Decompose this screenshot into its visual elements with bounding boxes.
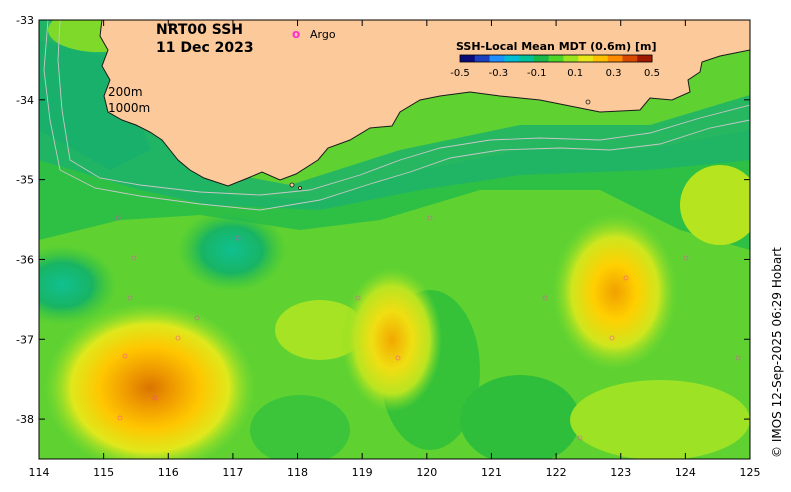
argo-float-marker[interactable] (577, 435, 583, 441)
y-tick-label: -34 (16, 94, 34, 107)
argo-float-marker[interactable] (122, 353, 128, 359)
contour-label-200m: 200m (108, 85, 143, 99)
bathymetry-contours (43, 20, 750, 211)
argo-float-marker[interactable] (542, 295, 548, 301)
y-tick-label: -36 (16, 253, 34, 266)
colorbar-tick-label: -0.3 (489, 68, 509, 79)
argo-float-marker[interactable] (194, 315, 200, 321)
colorbar (460, 55, 653, 62)
argo-float-marker[interactable] (735, 355, 741, 361)
colorbar-tick-label: -0.5 (450, 68, 470, 79)
argo-float-marker[interactable] (623, 275, 629, 281)
contour-200m (57, 20, 750, 196)
colorbar-swatch (563, 55, 579, 62)
argo-float-marker[interactable] (427, 215, 433, 221)
colorbar-swatch (607, 55, 623, 62)
colorbar-swatch (637, 55, 653, 62)
argo-float-marker[interactable] (355, 295, 361, 301)
colorbar-swatch (533, 55, 550, 62)
argo-float-marker[interactable] (115, 215, 121, 221)
colorbar-swatch (460, 55, 476, 62)
x-tick-label: 115 (93, 466, 114, 479)
x-tick-label: 123 (610, 466, 631, 479)
x-tick-label: 118 (287, 466, 308, 479)
argo-float-marker[interactable] (175, 335, 181, 341)
contour-1000m (43, 20, 750, 211)
colorbar-swatch (622, 55, 638, 62)
x-tick-label: 120 (416, 466, 437, 479)
plot-frame (38, 19, 751, 460)
colorbar-swatch (519, 55, 535, 62)
colorbar-title: SSH-Local Mean MDT (0.6m) [m] (456, 40, 656, 53)
colorbar-swatch (474, 55, 491, 62)
y-tick-label: -37 (16, 333, 34, 346)
argo-legend-label: Argo (310, 28, 336, 41)
y-tick-label: -35 (16, 174, 34, 187)
imos-credit: © IMOS 12-Sep-2025 06:29 Hobart (770, 247, 784, 458)
colorbar-tick-label: 0.1 (567, 68, 583, 79)
argo-float-marker[interactable] (235, 235, 241, 241)
x-tick-label: 124 (675, 466, 696, 479)
colorbar-tick-label: -0.1 (527, 68, 547, 79)
map-title-product: NRT00 SSH (156, 22, 243, 38)
x-axis: 114 115 116 117 118 119 120 121 122 123 124 125 (29, 20, 761, 479)
x-tick-label: 125 (740, 466, 761, 479)
argo-float-marker[interactable] (127, 295, 133, 301)
colorbar-swatch (504, 55, 520, 62)
y-tick-label: -38 (16, 413, 34, 426)
colorbar-swatch (489, 55, 505, 62)
argo-legend-marker: o (292, 27, 300, 41)
x-tick-label: 119 (352, 466, 373, 479)
y-tick-label: -33 (16, 14, 34, 27)
argo-float-marker[interactable] (131, 255, 137, 261)
argo-float-marker[interactable] (152, 395, 158, 401)
x-tick-label: 116 (158, 466, 179, 479)
argo-float-marker[interactable] (395, 355, 401, 361)
colorbar-tick-label: 0.5 (644, 68, 660, 79)
argo-float-marker[interactable] (609, 335, 615, 341)
contour-label-1000m: 1000m (108, 101, 150, 115)
colorbar-swatch (578, 55, 594, 62)
y-axis: -33 -34 -35 -36 -37 -38 (16, 14, 750, 426)
argo-float-marker[interactable] (683, 255, 689, 261)
colorbar-swatch (592, 55, 609, 62)
colorbar-tick-label: 0.3 (606, 68, 622, 79)
x-tick-label: 117 (222, 466, 243, 479)
argo-floats (115, 215, 741, 441)
argo-float-marker[interactable] (117, 415, 123, 421)
x-tick-label: 122 (546, 466, 567, 479)
map-title-date: 11 Dec 2023 (156, 40, 254, 56)
colorbar-ticks: -0.5 -0.3 -0.1 0.1 0.3 0.5 (450, 68, 660, 79)
colorbar-frame (459, 54, 653, 63)
x-tick-label: 121 (481, 466, 502, 479)
colorbar-swatch (548, 55, 564, 62)
x-tick-label: 114 (29, 466, 50, 479)
